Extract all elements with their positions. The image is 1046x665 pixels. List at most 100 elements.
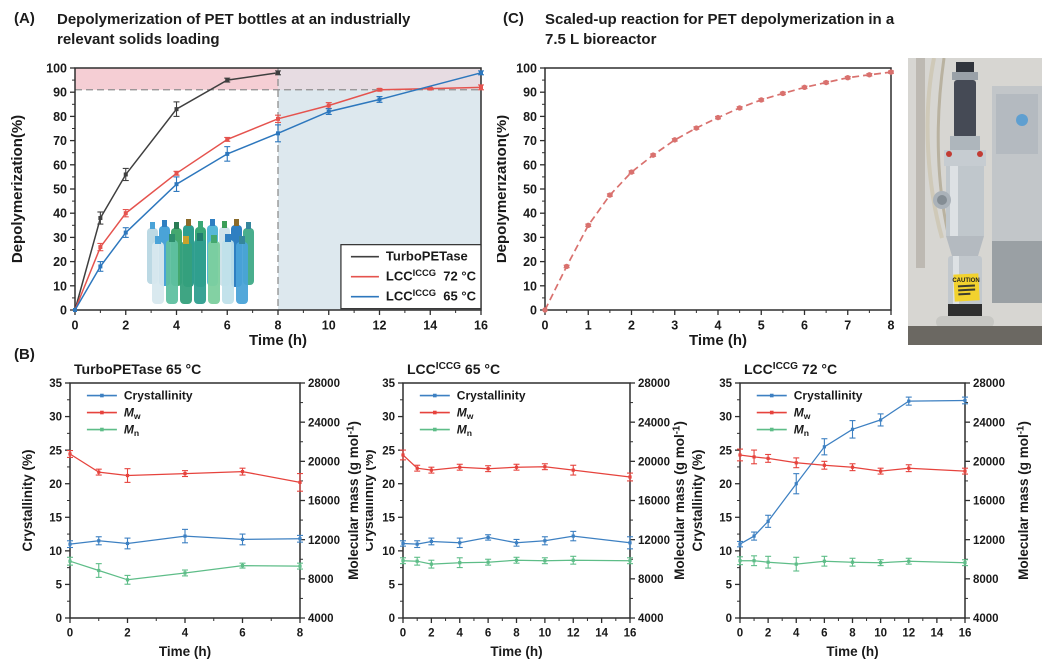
svg-text:24000: 24000 [308,417,340,429]
svg-text:20000: 20000 [638,456,670,468]
svg-text:0: 0 [389,613,395,625]
svg-text:4: 4 [793,628,800,640]
svg-text:5: 5 [389,580,396,592]
svg-text:10: 10 [322,319,336,333]
svg-text:6: 6 [224,319,231,333]
bioreactor-photo: CAUTION [908,57,1042,345]
svg-text:2: 2 [124,628,130,640]
svg-text:Mn: Mn [457,423,472,439]
svg-text:Mw: Mw [124,406,141,422]
svg-text:4: 4 [173,319,180,333]
svg-text:12: 12 [373,319,387,333]
svg-text:8000: 8000 [308,574,334,586]
svg-text:12000: 12000 [973,535,1005,547]
svg-text:80: 80 [523,110,537,124]
svg-text:16000: 16000 [308,496,340,508]
bioreactor-graphic: CAUTION [908,57,1042,345]
svg-text:20: 20 [523,255,537,269]
panel-a-chart: 0 2 4 6 8 10 12 14 16 0 10 20 30 40 50 60 70 80 90 100 Time … [9,62,488,350]
svg-text:Depolymerization(%): Depolymerization(%) [497,115,510,263]
svg-text:70: 70 [523,134,537,148]
svg-text:2: 2 [428,628,434,640]
series-bioreactor-depolymerization [542,69,894,313]
svg-text:TurboPETase 65 °C: TurboPETase 65 °C [74,361,201,377]
svg-text:6: 6 [821,628,827,640]
svg-text:2: 2 [765,628,771,640]
svg-text:Crystallinity: Crystallinity [794,389,863,403]
panel-b3-chart: 0 2 4 6 8 10 12 14 16 0 5 10 15 20 25 30 35 4000 8000 12000… [692,361,1031,659]
svg-text:4000: 4000 [973,613,999,625]
svg-text:20: 20 [719,479,732,491]
svg-text:30: 30 [49,412,62,424]
svg-text:Mw: Mw [794,406,811,422]
svg-text:Depolymerization(%): Depolymerization(%) [9,115,26,263]
svg-text:28000: 28000 [308,378,340,390]
svg-text:16000: 16000 [638,496,670,508]
svg-text:15: 15 [719,512,732,524]
svg-text:0: 0 [56,613,62,625]
svg-text:12000: 12000 [638,535,670,547]
svg-text:16: 16 [624,628,637,640]
panel-b1-chart: 0 2 4 6 8 0 5 10 15 20 25 30 35 4000 8000 12000 16000 200… [20,361,361,659]
svg-text:2: 2 [122,319,129,333]
svg-text:8000: 8000 [638,574,664,586]
svg-text:6: 6 [485,628,491,640]
svg-text:8: 8 [297,628,304,640]
series-mn [67,556,303,585]
svg-text:0: 0 [72,319,79,333]
svg-text:28000: 28000 [973,378,1005,390]
series-crystallinity [737,396,968,548]
svg-text:Time (h): Time (h) [249,332,307,349]
svg-text:60: 60 [53,158,67,172]
svg-text:Molecular mass (g mol-1): Molecular mass (g mol-1) [345,421,361,580]
svg-text:16: 16 [474,319,488,333]
svg-text:5: 5 [56,580,63,592]
svg-text:LCCICCG 72 °C: LCCICCG 72 °C [386,267,477,284]
svg-text:35: 35 [382,378,395,390]
svg-text:16: 16 [959,628,972,640]
svg-text:50: 50 [523,183,537,197]
svg-text:8: 8 [849,628,856,640]
series-mw [67,450,303,492]
svg-text:8: 8 [275,319,282,333]
svg-text:2: 2 [628,319,635,333]
svg-text:20000: 20000 [308,456,340,468]
svg-text:12000: 12000 [308,535,340,547]
svg-text:90: 90 [523,86,537,100]
svg-text:15: 15 [49,512,62,524]
series-mw [400,449,633,482]
svg-text:0: 0 [400,628,406,640]
svg-text:12: 12 [902,628,915,640]
svg-text:LCCICCG 65 °C: LCCICCG 65 °C [407,361,500,377]
panel-b2-chart: 0 2 4 6 8 10 12 14 16 0 5 10 15 20 25 30 35 4000 8000 12000… [366,361,687,659]
svg-text:Crystallinity: Crystallinity [124,389,193,403]
series-mw [737,448,968,475]
svg-text:40: 40 [53,207,67,221]
svg-text:4: 4 [182,628,189,640]
svg-text:10: 10 [49,546,62,558]
series-lcc-iccg-65 [73,70,484,312]
svg-text:LCCICCG 72 °C: LCCICCG 72 °C [744,361,837,377]
svg-text:Molecular mass (g mol-1): Molecular mass (g mol-1) [1015,421,1031,580]
svg-text:14: 14 [423,319,437,333]
svg-text:Time (h): Time (h) [159,644,211,659]
svg-text:25: 25 [719,445,732,457]
panel-a-label: (A) [14,10,35,27]
svg-text:TurboPETase: TurboPETase [386,249,468,264]
caution-label: CAUTION [952,278,979,284]
svg-text:20: 20 [382,479,395,491]
svg-text:20: 20 [53,255,67,269]
svg-text:12: 12 [567,628,580,640]
svg-text:4: 4 [457,628,464,640]
svg-text:35: 35 [49,378,62,390]
svg-text:20: 20 [49,479,62,491]
svg-text:Mw: Mw [457,406,474,422]
svg-text:0: 0 [737,628,743,640]
svg-text:25: 25 [49,445,62,457]
svg-text:90: 90 [53,86,67,100]
svg-text:0: 0 [60,304,67,318]
svg-text:35: 35 [719,378,732,390]
